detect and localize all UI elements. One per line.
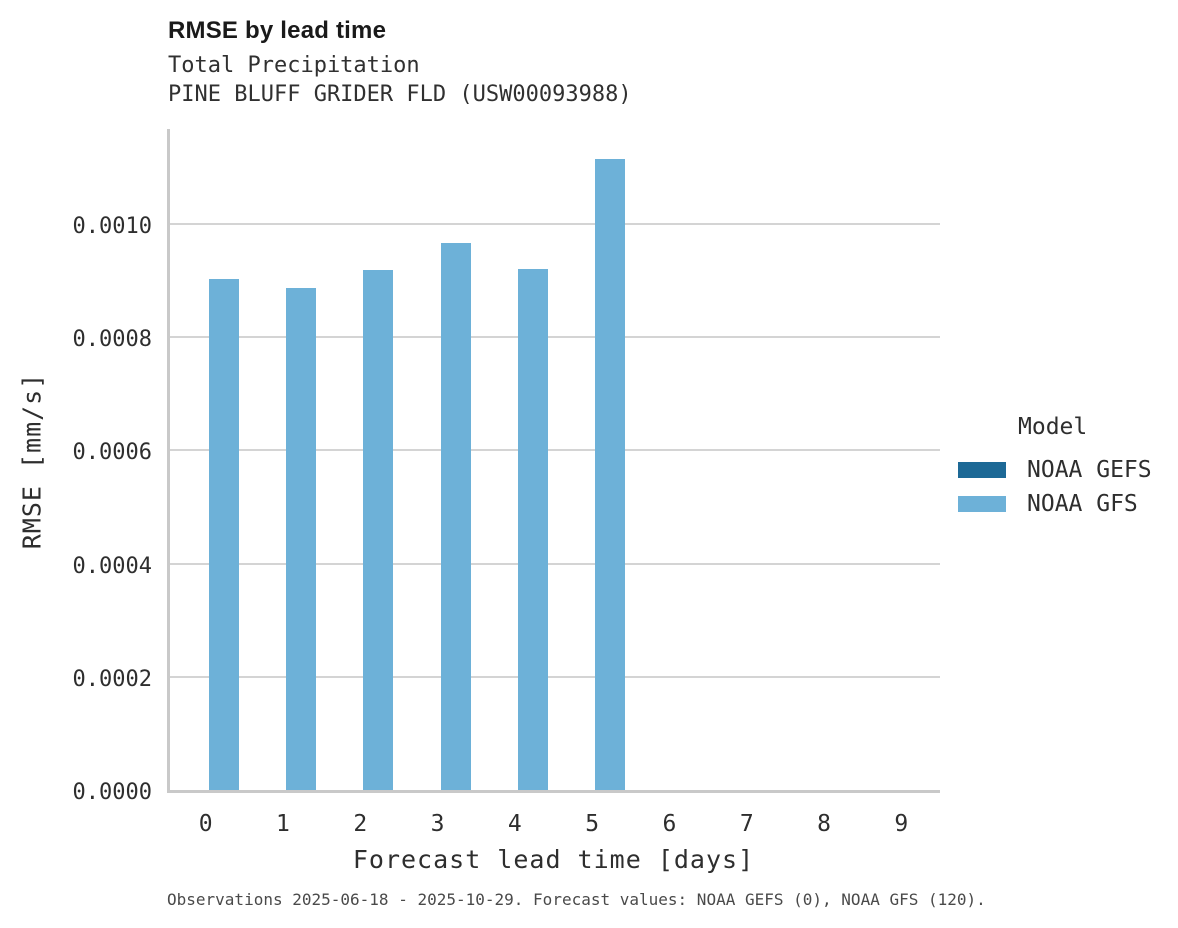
bar-noaa-gfs-day-4 bbox=[517, 269, 548, 790]
gridline bbox=[170, 562, 940, 565]
legend-item-noaa-gfs: NOAA GFS bbox=[956, 487, 1178, 521]
x-tick-label-1: 1 bbox=[276, 811, 290, 837]
x-tick-label-2: 2 bbox=[353, 811, 368, 837]
legend-items: NOAA GEFS NOAA GFS bbox=[956, 453, 1178, 521]
bar-noaa-gfs-day-2 bbox=[363, 269, 394, 790]
legend: Model NOAA GEFS NOAA GFS bbox=[956, 413, 1178, 521]
gridline bbox=[170, 449, 940, 452]
x-tick-label-7: 7 bbox=[739, 811, 754, 837]
chart-subtitle-station: PINE BLUFF GRIDER FLD (USW00093988) bbox=[168, 82, 632, 107]
x-tick-label-6: 6 bbox=[662, 811, 677, 837]
plot-area bbox=[167, 129, 940, 793]
y-tick-label: 0.0010 bbox=[72, 213, 152, 239]
x-tick-label-4: 4 bbox=[507, 811, 522, 837]
x-tick-label-3: 3 bbox=[430, 811, 445, 837]
legend-item-noaa-gefs: NOAA GEFS bbox=[956, 453, 1178, 487]
y-tick-label: 0.0004 bbox=[72, 553, 152, 579]
legend-label: NOAA GEFS bbox=[1027, 457, 1152, 483]
legend-title: Model bbox=[1018, 414, 1088, 440]
legend-label: NOAA GFS bbox=[1027, 491, 1138, 517]
y-tick-label: 0.0008 bbox=[72, 327, 152, 353]
y-tick-label: 0.0002 bbox=[72, 666, 152, 692]
y-tick-label: 0.0006 bbox=[72, 440, 152, 466]
chart-subtitle-variable: Total Precipitation bbox=[168, 53, 420, 78]
bar-noaa-gfs-day-0 bbox=[208, 278, 239, 790]
bar-noaa-gfs-day-1 bbox=[285, 288, 316, 790]
gridline bbox=[170, 675, 940, 678]
x-tick-label-8: 8 bbox=[817, 811, 831, 837]
gridline bbox=[170, 222, 940, 225]
legend-swatch-icon bbox=[958, 462, 1006, 478]
legend-swatch-icon bbox=[958, 496, 1006, 512]
caption-text: Observations 2025-06-18 - 2025-10-29. Fo… bbox=[167, 890, 986, 909]
bar-noaa-gfs-day-5 bbox=[595, 159, 626, 790]
x-tick-label-9: 9 bbox=[894, 811, 909, 837]
x-axis-title: Forecast lead time [days] bbox=[352, 845, 755, 874]
x-tick-label-0: 0 bbox=[198, 811, 213, 837]
bar-noaa-gfs-day-3 bbox=[440, 243, 471, 790]
y-axis-tick-labels: 0.0000 0.0002 0.0004 0.0006 0.0008 0.0010 bbox=[16, 0, 152, 928]
gridline bbox=[170, 336, 940, 339]
y-tick-label: 0.0000 bbox=[72, 780, 152, 805]
chart-title: RMSE by lead time bbox=[168, 17, 387, 44]
x-tick-label-5: 5 bbox=[585, 811, 600, 837]
x-axis-tick-labels: 0 1 2 3 4 5 6 7 8 9 bbox=[167, 810, 940, 840]
